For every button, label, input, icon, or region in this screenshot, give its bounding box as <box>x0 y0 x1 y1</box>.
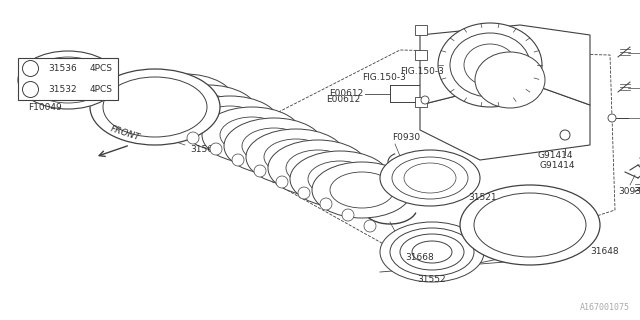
Ellipse shape <box>18 51 118 109</box>
Text: E00612: E00612 <box>329 90 363 99</box>
Ellipse shape <box>475 52 545 108</box>
Text: 4PCS: 4PCS <box>90 64 113 73</box>
Ellipse shape <box>412 241 452 263</box>
Text: 31648: 31648 <box>590 247 619 257</box>
Text: 31668: 31668 <box>405 253 434 262</box>
Ellipse shape <box>380 150 480 206</box>
Text: E00612: E00612 <box>326 95 360 105</box>
Bar <box>415 50 427 60</box>
Ellipse shape <box>400 234 464 270</box>
Text: 31532: 31532 <box>49 85 77 94</box>
Ellipse shape <box>438 23 542 107</box>
Text: FIG.150-3: FIG.150-3 <box>362 74 406 83</box>
Ellipse shape <box>390 228 474 276</box>
Text: FRONT: FRONT <box>109 124 141 142</box>
Ellipse shape <box>460 185 600 265</box>
Circle shape <box>22 82 38 98</box>
Text: 1: 1 <box>28 64 33 73</box>
Text: 30938: 30938 <box>618 188 640 196</box>
Text: 1: 1 <box>236 157 240 163</box>
Ellipse shape <box>380 222 484 282</box>
Ellipse shape <box>290 151 390 207</box>
Text: 1: 1 <box>324 202 328 206</box>
Text: 31521: 31521 <box>468 194 497 203</box>
Text: G91414: G91414 <box>537 151 573 160</box>
Text: 2: 2 <box>214 147 218 151</box>
Ellipse shape <box>202 107 302 163</box>
Circle shape <box>298 187 310 199</box>
Circle shape <box>232 154 244 166</box>
Circle shape <box>608 114 616 122</box>
Text: 31552: 31552 <box>418 276 446 284</box>
Text: 1: 1 <box>280 180 284 185</box>
Bar <box>415 25 427 35</box>
Circle shape <box>187 132 199 144</box>
Circle shape <box>421 96 429 104</box>
Circle shape <box>364 220 376 232</box>
Text: 31567: 31567 <box>190 146 219 155</box>
Bar <box>415 97 427 107</box>
Text: 1: 1 <box>368 223 372 228</box>
Ellipse shape <box>268 140 368 196</box>
Text: 4PCS: 4PCS <box>90 85 113 94</box>
Bar <box>18 58 118 100</box>
Text: 1: 1 <box>191 135 195 140</box>
Ellipse shape <box>158 85 258 141</box>
Ellipse shape <box>224 118 324 174</box>
Circle shape <box>22 60 38 76</box>
Ellipse shape <box>135 74 235 130</box>
Polygon shape <box>420 80 590 160</box>
Text: F0930: F0930 <box>392 133 420 142</box>
Text: 31536: 31536 <box>49 64 77 73</box>
Text: 2: 2 <box>346 212 350 218</box>
Circle shape <box>342 209 354 221</box>
Ellipse shape <box>180 96 280 152</box>
Text: 2: 2 <box>28 85 33 94</box>
Polygon shape <box>420 25 590 105</box>
Text: G91414: G91414 <box>540 161 575 170</box>
Circle shape <box>210 143 222 155</box>
Text: FIG.150-3: FIG.150-3 <box>400 68 444 76</box>
Circle shape <box>254 165 266 177</box>
Ellipse shape <box>90 69 220 145</box>
Circle shape <box>320 198 332 210</box>
Text: F10049: F10049 <box>28 103 61 113</box>
Ellipse shape <box>312 162 412 218</box>
Circle shape <box>560 130 570 140</box>
Text: A167001075: A167001075 <box>580 303 630 312</box>
Circle shape <box>276 176 288 188</box>
Text: 2: 2 <box>302 190 306 196</box>
Text: 2: 2 <box>258 169 262 173</box>
Ellipse shape <box>246 129 346 185</box>
